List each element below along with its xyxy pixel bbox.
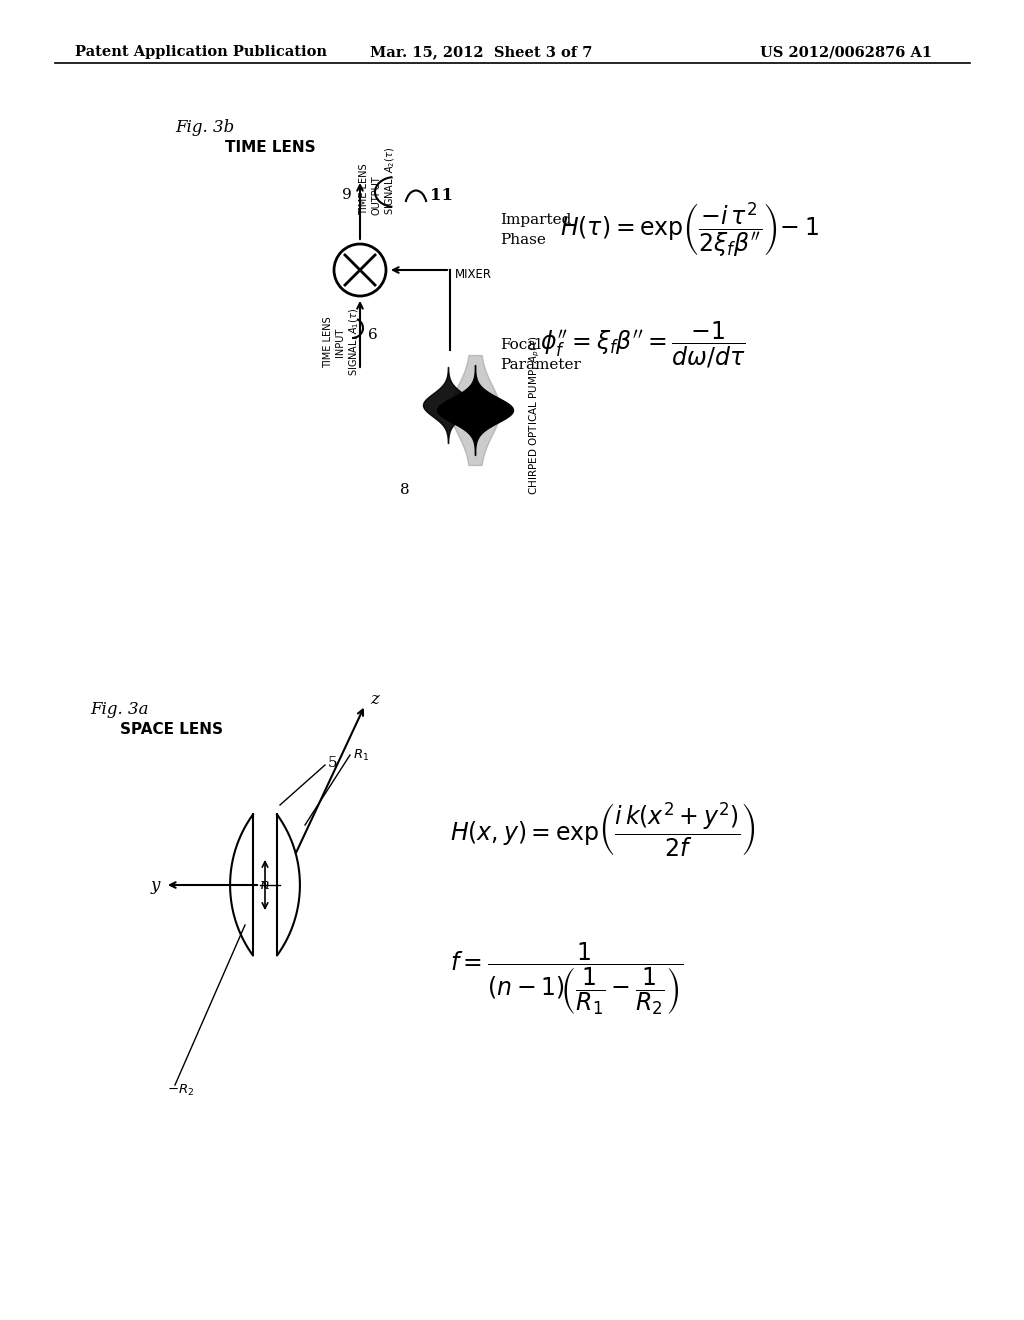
Text: SPACE LENS: SPACE LENS [120,722,223,738]
Text: CHIRPED OPTICAL PUMP, $A_p(\tau)$: CHIRPED OPTICAL PUMP, $A_p(\tau)$ [527,335,542,495]
Text: TIME LENS: TIME LENS [225,140,315,156]
Text: Focal: Focal [500,338,541,352]
Text: US 2012/0062876 A1: US 2012/0062876 A1 [760,45,932,59]
Text: Imparted: Imparted [500,213,571,227]
Text: $\phi_f'' = \xi_f\beta'' = \dfrac{-1}{d\omega/d\tau}$: $\phi_f'' = \xi_f\beta'' = \dfrac{-1}{d\… [540,319,745,371]
Text: 9: 9 [342,187,352,202]
Text: Mar. 15, 2012  Sheet 3 of 7: Mar. 15, 2012 Sheet 3 of 7 [370,45,592,59]
Polygon shape [230,814,300,956]
Text: MIXER: MIXER [455,268,492,281]
Text: Patent Application Publication: Patent Application Publication [75,45,327,59]
Text: TIME LENS
INPUT
SIGNAL, $A_1(\tau)$: TIME LENS INPUT SIGNAL, $A_1(\tau)$ [324,308,360,376]
Text: TIME LENS
OUTPUT
SIGNAL, $A_2(\tau)$: TIME LENS OUTPUT SIGNAL, $A_2(\tau)$ [359,147,396,215]
Text: $-R_2$: $-R_2$ [167,1082,195,1097]
Text: $H(x,y) = \exp\!\left(\dfrac{i\,k(x^2+y^2)}{2f}\right)$: $H(x,y) = \exp\!\left(\dfrac{i\,k(x^2+y^… [450,800,756,858]
Text: z: z [370,692,379,709]
Text: Phase: Phase [500,234,546,247]
Text: $f = \dfrac{1}{(n-1)\!\left(\dfrac{1}{R_1} - \dfrac{1}{R_2}\right)}$: $f = \dfrac{1}{(n-1)\!\left(\dfrac{1}{R_… [450,940,683,1016]
Text: 8: 8 [400,483,410,498]
Text: 6: 6 [368,327,378,342]
Text: 11: 11 [430,186,453,203]
Text: Fig. 3a: Fig. 3a [90,701,148,718]
Text: Fig. 3b: Fig. 3b [175,120,234,136]
Text: $R_1$: $R_1$ [353,747,370,763]
Text: 5: 5 [328,756,338,770]
Text: y: y [151,876,160,894]
Text: $H(\tau) = \exp\!\left(\dfrac{-i\,\tau^2}{2\xi_f\beta''}\right)\! -1$: $H(\tau) = \exp\!\left(\dfrac{-i\,\tau^2… [560,201,819,259]
Text: Parameter: Parameter [500,358,581,372]
Text: n: n [260,878,270,892]
